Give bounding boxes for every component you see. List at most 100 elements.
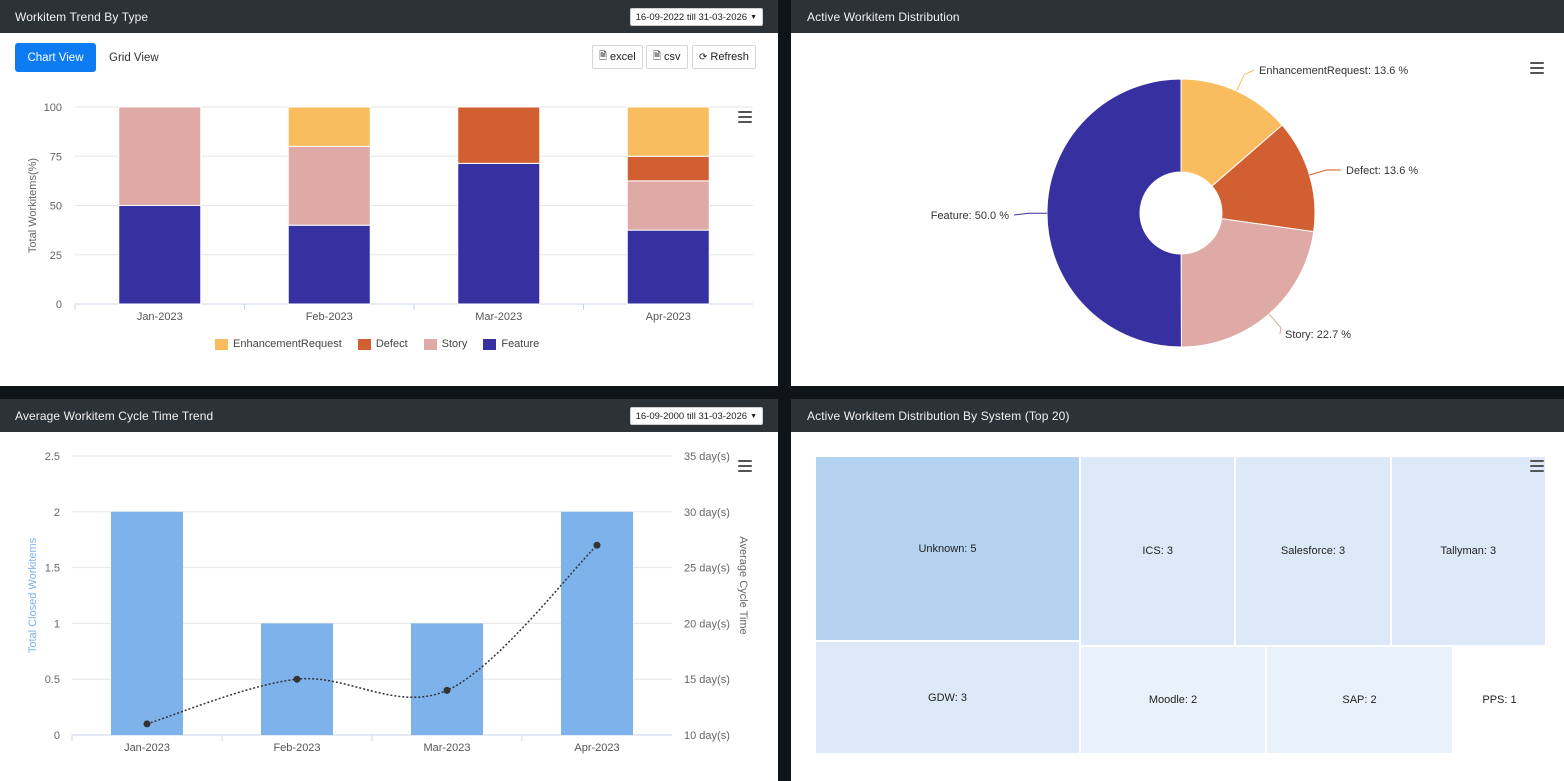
bar-segment-story (626, 180, 710, 231)
cycle-time-line (146, 544, 598, 725)
legend-label: Story (441, 338, 468, 350)
line-point (293, 675, 301, 683)
chart-legend: EnhancementRequest Defect Story Feature (215, 338, 539, 350)
data-label: Story: 22.7 % (1285, 329, 1351, 341)
treemap-cell-label: Tallyman: 3 (1440, 545, 1497, 557)
cycle-time-header: Average Workitem Cycle Time Trend 16-09-… (0, 399, 778, 432)
bar-segment-defect (626, 155, 710, 182)
chart-view-button[interactable]: Chart View (15, 43, 96, 72)
data-label: Defect: 13.6 % (1346, 165, 1418, 177)
workitem-trend-header: Workitem Trend By Type 16-09-2022 till 3… (0, 0, 778, 33)
date-range-select[interactable]: 16-09-2022 till 31-03-2026 ▼ (629, 8, 763, 26)
line-point (443, 686, 451, 694)
chart-menu-icon[interactable] (1530, 62, 1544, 74)
workitem-trend-panel: Workitem Trend By Type 16-09-2022 till 3… (0, 0, 778, 386)
treemap-cell-label: Moodle: 2 (1148, 694, 1198, 706)
file-excel-icon: 🗎 (599, 50, 608, 62)
treemap-cell-label: ICS: 3 (1142, 545, 1173, 557)
treemap-cell-gdw[interactable]: GDW: 3 (815, 641, 1080, 754)
pie-slice-feature[interactable] (1046, 78, 1182, 348)
x-tick-label: Feb-2023 (273, 742, 320, 754)
legend-swatch (215, 338, 228, 350)
y-tick-label: 0.5 (45, 674, 60, 686)
csv-button[interactable]: 🗎 csv (646, 45, 688, 69)
refresh-icon: ⟳ (699, 51, 708, 63)
chart-menu-icon[interactable] (738, 460, 752, 472)
bar-segment-enhancementrequest (626, 106, 710, 157)
pie-slice-enhancementrequest[interactable] (1180, 78, 1283, 187)
date-range-select[interactable]: 16-09-2000 till 31-03-2026 ▼ (629, 407, 763, 425)
caret-down-icon: ▼ (750, 13, 757, 21)
legend-item-enhancementrequest[interactable]: EnhancementRequest (215, 338, 342, 350)
distribution-donut-chart: EnhancementRequest: 13.6 % Defect: 13.6 %… (931, 65, 1418, 348)
y2-tick-label: 25 day(s) (684, 563, 730, 575)
excel-label: excel (610, 51, 636, 63)
data-label-connector (1013, 212, 1048, 216)
y-tick-label: 2.5 (45, 451, 60, 463)
legend-label: EnhancementRequest (233, 338, 342, 350)
x-tick-label: Jan-2023 (137, 311, 183, 323)
grid-view-button[interactable]: Grid View (109, 51, 159, 64)
x-tick-label: Feb-2023 (306, 311, 353, 323)
legend-label: Feature (501, 338, 540, 350)
active-distribution-panel: Active Workitem Distribution Enhancement… (791, 0, 1564, 386)
line-point (143, 720, 151, 728)
treemap-cell-label: Unknown: 5 (918, 542, 977, 555)
legend-item-defect[interactable]: Defect (357, 338, 408, 350)
chart-menu-icon[interactable] (1530, 460, 1544, 472)
y-tick-label: 2 (54, 507, 60, 519)
bar-segment-story (287, 145, 371, 226)
treemap-cell-ics[interactable]: ICS: 3 (1080, 456, 1236, 646)
panel-title: Workitem Trend By Type (15, 9, 149, 24)
treemap-cell-tallyman[interactable]: Tallyman: 3 (1390, 456, 1546, 646)
y2-tick-label: 15 day(s) (684, 674, 730, 686)
excel-button[interactable]: 🗎 excel (592, 45, 643, 69)
bar (561, 511, 633, 735)
y-tick-label: 25 (50, 250, 62, 262)
y-tick-label: 0 (54, 730, 60, 742)
data-label-connector (1236, 69, 1255, 92)
file-csv-icon: 🗎 (653, 50, 662, 62)
refresh-button[interactable]: ⟳ Refresh (692, 45, 756, 69)
y2-tick-label: 30 day(s) (684, 507, 730, 519)
panel-title: Average Workitem Cycle Time Trend (15, 408, 214, 423)
system-treemap: Unknown: 5 ICS: 3 Salesforce: 3 Tallyman: 3… (815, 456, 1546, 754)
x-tick-label: Apr-2023 (646, 311, 691, 323)
bar (261, 623, 333, 735)
by-system-header: Active Workitem Distribution By System (… (791, 399, 1564, 432)
cycle-time-panel: Average Workitem Cycle Time Trend 16-09-… (0, 399, 778, 781)
bar-segment-defect (457, 106, 541, 164)
pie-slice-story[interactable] (1180, 218, 1315, 348)
by-system-panel: Active Workitem Distribution By System (… (791, 399, 1564, 781)
bar-segment-feature (287, 224, 371, 305)
y-tick-label: 1 (54, 618, 60, 630)
data-label: Feature: 50.0 % (931, 210, 1009, 222)
date-range-value: 16-09-2000 till 31-03-2026 (635, 410, 748, 422)
y-tick-label: 50 (50, 201, 62, 213)
chart-menu-icon[interactable] (738, 111, 752, 123)
treemap-cell-label: GDW: 3 (928, 691, 967, 704)
legend-swatch (423, 338, 437, 350)
x-tick-label: Jan-2023 (124, 742, 170, 754)
legend-item-story[interactable]: Story (423, 338, 468, 350)
data-label: EnhancementRequest: 13.6 % (1259, 65, 1408, 77)
cycle-time-combo-chart: 0 0.5 1 1.5 2 2.5 10 day(s) 15 day(s) 20 day(s) 2… (27, 451, 749, 754)
data-label-connector (1268, 313, 1282, 335)
x-tick-label: Mar-2023 (475, 311, 522, 323)
treemap-cell-unknown[interactable]: Unknown: 5 (815, 456, 1080, 641)
data-label-connector (1309, 169, 1342, 176)
y-tick-label: 100 (44, 102, 62, 114)
legend-swatch (357, 338, 371, 350)
treemap-cell-moodle[interactable]: Moodle: 2 (1080, 646, 1266, 754)
y-tick-label: 1.5 (45, 563, 60, 575)
treemap-cell-salesforce[interactable]: Salesforce: 3 (1235, 456, 1391, 646)
line-point (593, 541, 601, 549)
treemap-cell-label: Salesforce: 3 (1280, 545, 1346, 557)
y-tick-label: 0 (56, 299, 62, 311)
bar-segment-feature (118, 205, 202, 305)
treemap-cell-sap[interactable]: SAP: 2 (1266, 646, 1453, 754)
pie-slice-defect[interactable] (1211, 124, 1316, 233)
legend-item-feature[interactable]: Feature (483, 338, 539, 350)
treemap-cell-pps[interactable]: PPS: 1 (1453, 646, 1546, 754)
treemap-cell-label: PPS: 1 (1482, 694, 1517, 706)
